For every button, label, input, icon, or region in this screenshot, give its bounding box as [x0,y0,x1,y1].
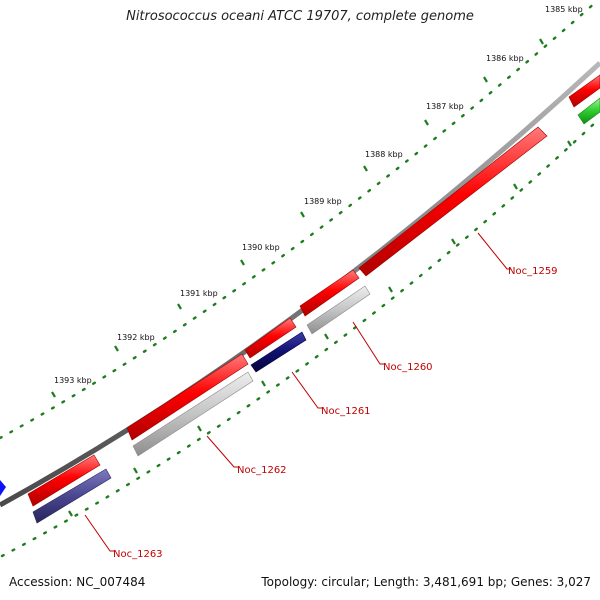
tick-label: 1391 kbp [180,289,218,298]
tick-label: 1385 kbp [545,5,583,14]
tick-label: 1393 kbp [54,376,92,385]
accession-text: Accession: NC_007484 [9,575,146,589]
gene-label-noc-1259[interactable]: Noc_1259 [508,266,558,277]
tick-label: 1389 kbp [304,197,342,206]
feature-arrow-offscreen-blue[interactable] [0,480,6,496]
gene-arrow-noc-1259[interactable] [358,126,548,277]
genome-backbone [0,61,600,508]
leader-noc-1263 [84,514,114,552]
leader-noc-1261 [291,371,322,409]
gene-arrow-noc-1263[interactable] [27,454,101,507]
label-leaders [84,232,511,552]
feature-box-offscreen-green[interactable] [577,97,600,125]
tick-label: 1390 kbp [242,243,280,252]
gene-labels: Noc_1259 Noc_1260 Noc_1261 Noc_1262 Noc_… [113,266,558,560]
tick-label: 1387 kbp [426,102,464,111]
leader-noc-1259 [477,232,511,270]
feature-box-noc-1263[interactable] [32,468,112,524]
gene-arrow-noc-1261[interactable] [244,317,297,359]
feature-box-noc-1262[interactable] [132,371,254,457]
leader-noc-1262 [206,435,238,468]
gene-arrow-noc-1262[interactable] [126,353,249,441]
feature-box-noc-1260[interactable] [306,285,371,335]
tick-labels: 1385 kbp 1386 kbp 1387 kbp 1388 kbp 1389… [54,5,583,385]
gene-label-noc-1262[interactable]: Noc_1262 [237,465,287,476]
outer-major-ticks [51,38,544,398]
gene-arrow-noc-1260[interactable] [299,269,360,317]
feature-boxes [0,97,600,524]
forward-genes [27,74,600,507]
gene-label-noc-1260[interactable]: Noc_1260 [383,362,433,373]
tick-label: 1386 kbp [486,54,524,63]
tick-label: 1392 kbp [117,333,155,342]
outer-tick-ring [0,0,598,440]
gene-label-noc-1261[interactable]: Noc_1261 [321,406,371,417]
feature-box-noc-1261[interactable] [250,331,307,373]
inner-major-ticks [68,140,572,517]
gene-label-noc-1263[interactable]: Noc_1263 [113,549,163,560]
gene-arrow-offscreen-red[interactable] [568,74,600,108]
genome-summary-text: Topology: circular; Length: 3,481,691 bp… [261,575,591,589]
tick-label: 1388 kbp [365,150,403,159]
map-title: Nitrosococcus oceani ATCC 19707, complet… [126,9,474,24]
leader-noc-1260 [352,321,384,365]
inner-tick-ring [0,118,600,558]
